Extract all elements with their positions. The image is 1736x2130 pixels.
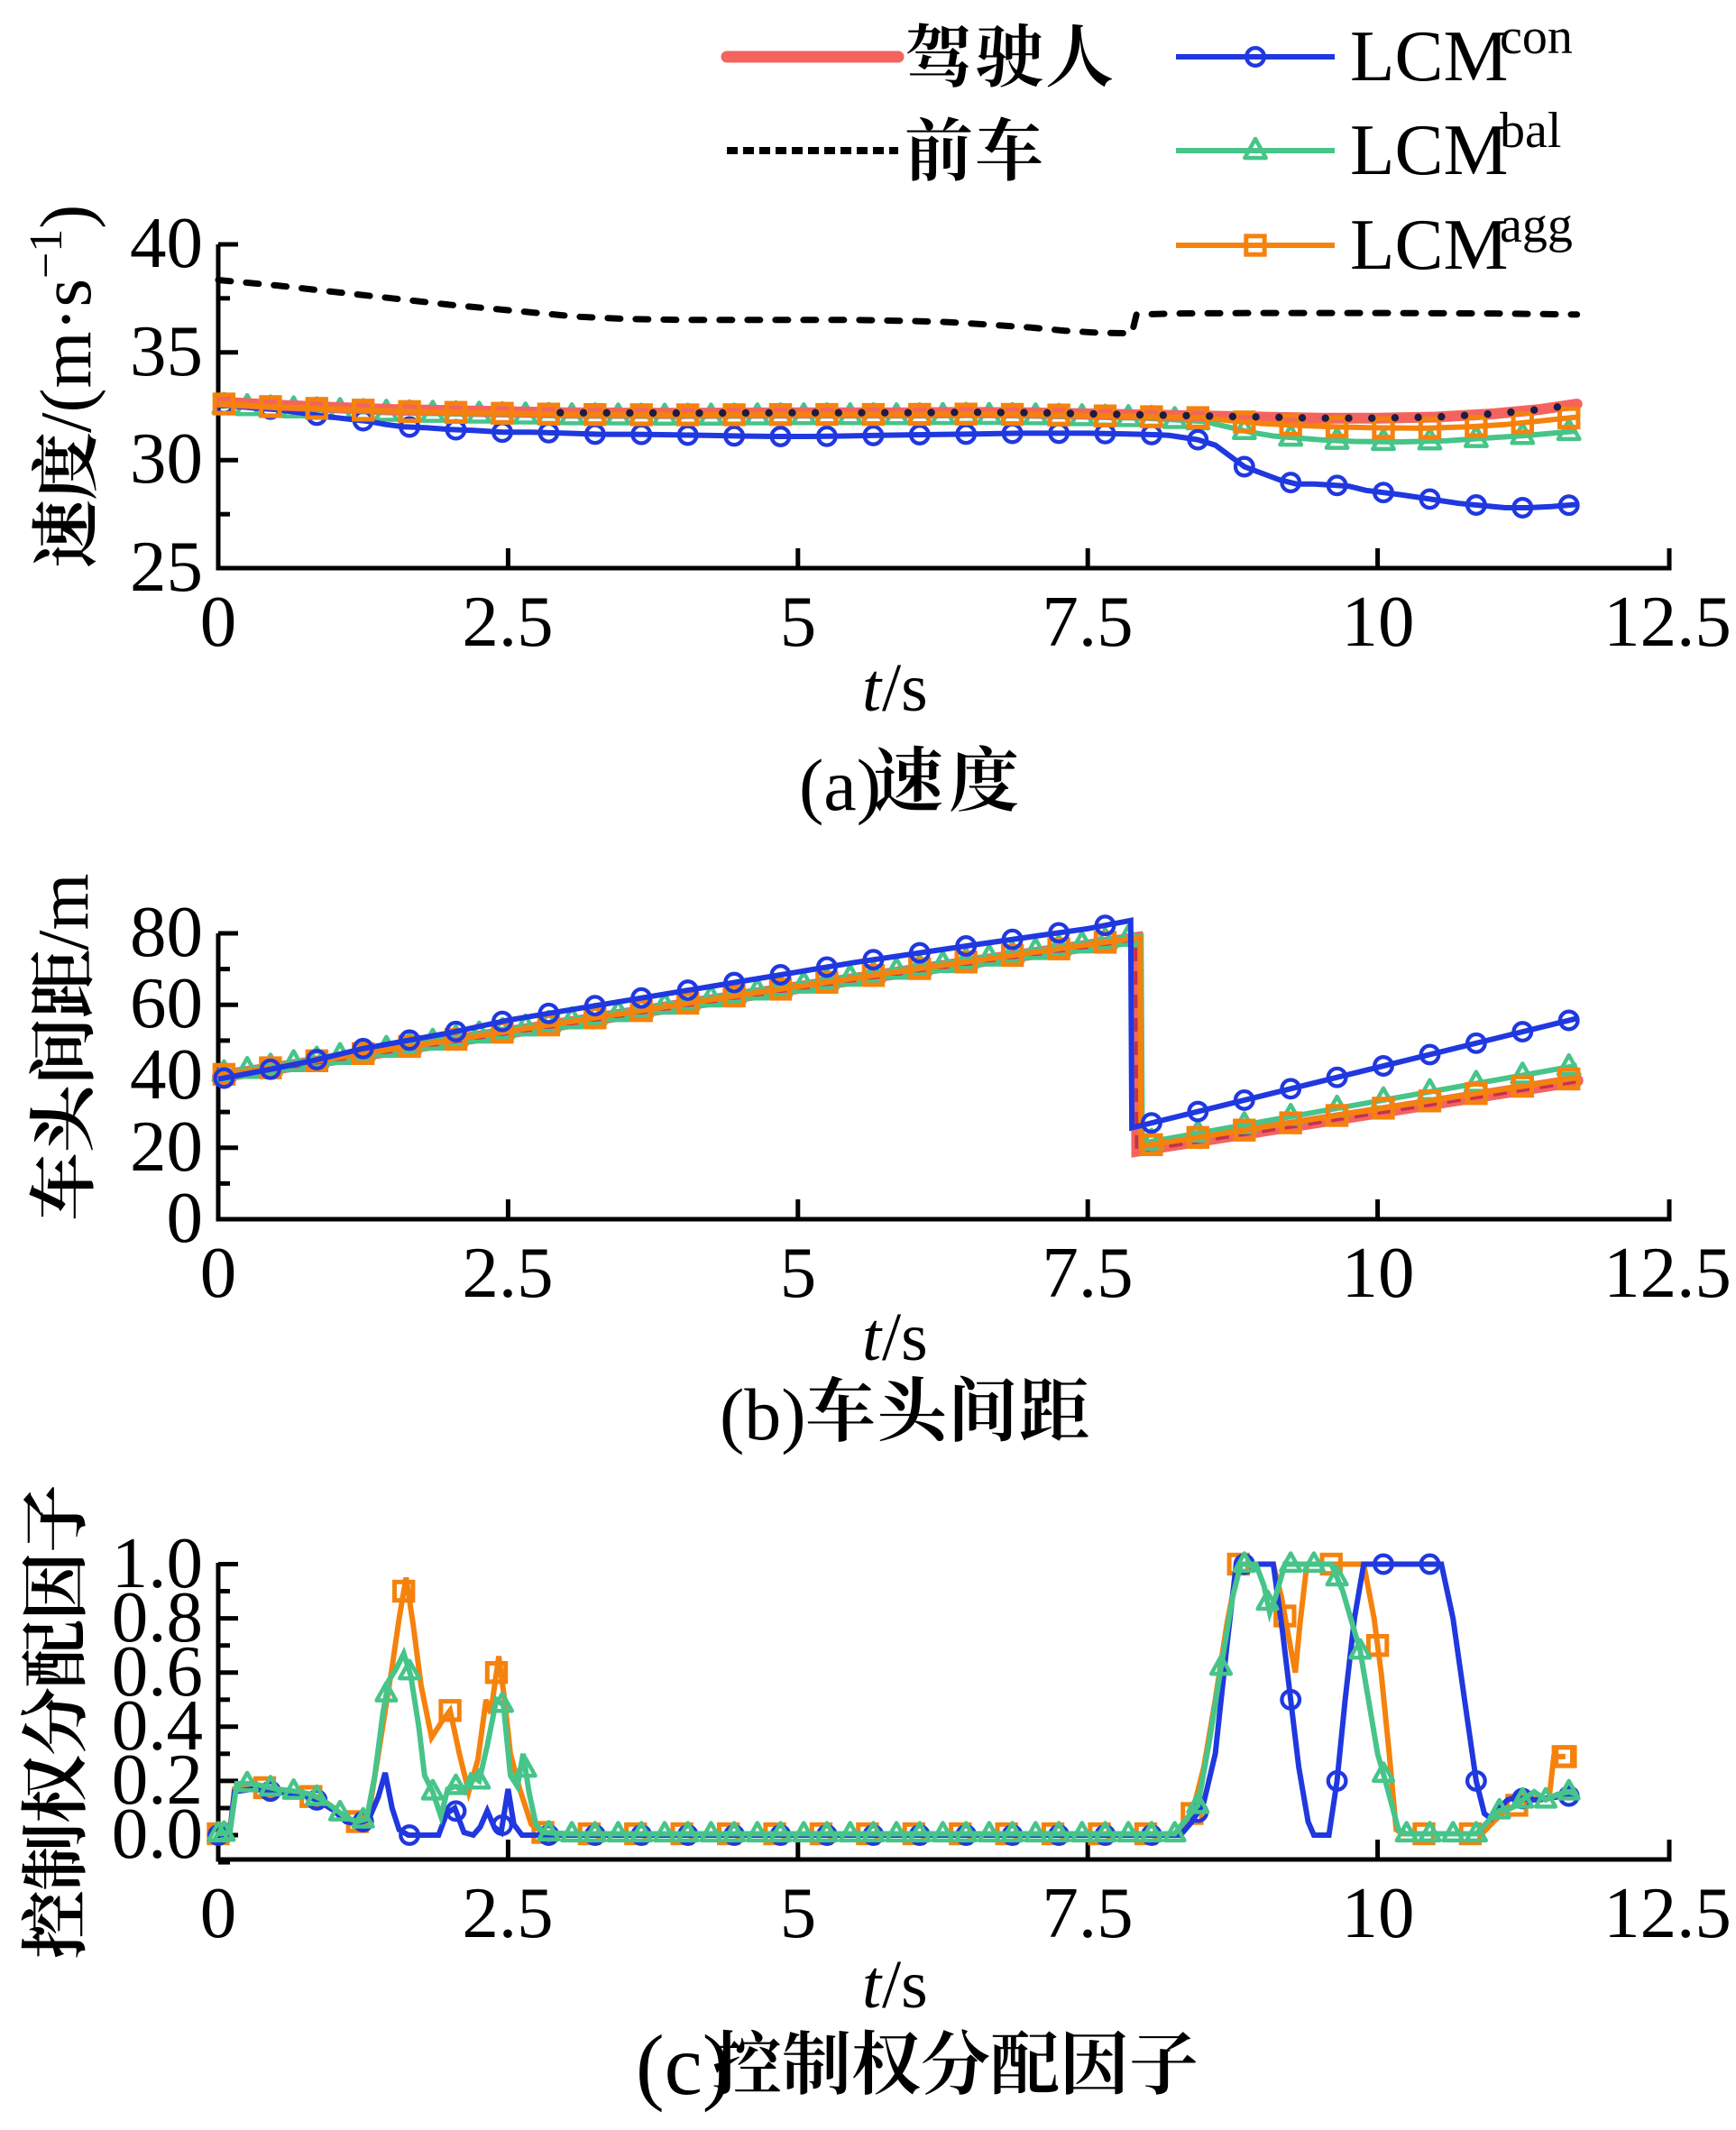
svg-text:0.2: 0.2: [112, 1739, 203, 1820]
svg-text:agg: agg: [1500, 197, 1573, 253]
svg-text:/m: /m: [23, 873, 104, 950]
svg-text:LCM: LCM: [1350, 109, 1509, 190]
svg-text:t: t: [862, 650, 883, 726]
svg-text:25: 25: [130, 526, 203, 607]
svg-text:(a): (a): [799, 744, 881, 826]
svg-text:10: 10: [1342, 1872, 1415, 1953]
svg-text:t: t: [862, 1947, 883, 2023]
svg-text:LCM: LCM: [1350, 204, 1509, 285]
svg-text:2.5: 2.5: [462, 1232, 553, 1313]
svg-text:/s: /s: [882, 1947, 928, 2023]
svg-text:0.4: 0.4: [112, 1685, 203, 1766]
svg-text:0.0: 0.0: [112, 1793, 203, 1874]
svg-text:7.5: 7.5: [1042, 1872, 1133, 1953]
svg-text:0.8: 0.8: [112, 1576, 203, 1657]
svg-text:bal: bal: [1500, 103, 1561, 159]
svg-text:10: 10: [1342, 581, 1415, 662]
svg-text:80: 80: [130, 891, 203, 972]
svg-text:10: 10: [1342, 1232, 1415, 1313]
svg-text:/s: /s: [882, 650, 928, 726]
svg-text:40: 40: [130, 1033, 203, 1115]
svg-text:(b): (b): [720, 1373, 806, 1455]
svg-text:20: 20: [130, 1106, 203, 1187]
svg-text:60: 60: [130, 962, 203, 1043]
svg-text:5: 5: [780, 581, 817, 662]
svg-text:0: 0: [200, 1232, 237, 1313]
svg-text:12.5: 12.5: [1603, 1232, 1731, 1313]
svg-text:1.0: 1.0: [112, 1522, 203, 1603]
svg-text:2.5: 2.5: [462, 581, 553, 662]
svg-text:12.5: 12.5: [1603, 1872, 1731, 1953]
svg-text:/s: /s: [882, 1299, 928, 1375]
svg-text:12.5: 12.5: [1603, 581, 1731, 662]
svg-text:40: 40: [130, 202, 203, 283]
svg-text:0: 0: [200, 1872, 237, 1953]
svg-text:2.5: 2.5: [462, 1872, 553, 1953]
svg-text:0.6: 0.6: [112, 1630, 203, 1712]
svg-text:7.5: 7.5: [1042, 581, 1133, 662]
svg-text:0: 0: [200, 581, 237, 662]
svg-text:5: 5: [780, 1232, 817, 1313]
svg-text:5: 5: [780, 1872, 817, 1953]
svg-text:con: con: [1500, 9, 1573, 65]
svg-text:7.5: 7.5: [1042, 1232, 1133, 1313]
svg-text:30: 30: [130, 418, 203, 499]
svg-text:35: 35: [130, 310, 203, 391]
svg-text:t: t: [862, 1299, 883, 1375]
svg-text:LCM: LCM: [1350, 15, 1509, 96]
svg-text:0: 0: [167, 1177, 204, 1258]
